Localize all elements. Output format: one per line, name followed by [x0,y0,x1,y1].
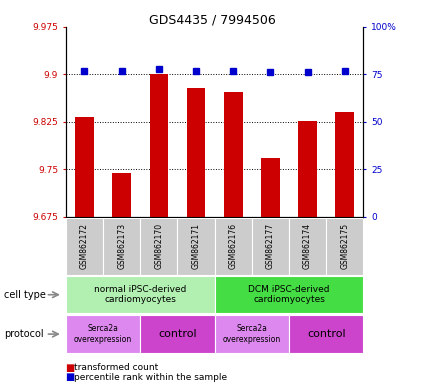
Bar [335,113,354,217]
Text: Serca2a
overexpression: Serca2a overexpression [74,324,132,344]
Bar [289,218,326,275]
Text: GSM862170: GSM862170 [154,223,163,269]
Text: normal iPSC-derived
cardiomyocytes: normal iPSC-derived cardiomyocytes [94,285,187,305]
Bar [215,315,289,353]
Bar [326,218,363,275]
Text: protocol: protocol [4,329,44,339]
Text: transformed count: transformed count [74,363,159,372]
Text: Serca2a
overexpression: Serca2a overexpression [223,324,281,344]
Text: GSM862176: GSM862176 [229,223,238,269]
Bar [103,218,140,275]
Bar [66,315,140,353]
Bar [289,315,363,353]
Bar [178,218,215,275]
Text: GDS4435 / 7994506: GDS4435 / 7994506 [149,13,276,26]
Text: GSM862175: GSM862175 [340,223,349,269]
Bar [150,74,168,217]
Text: percentile rank within the sample: percentile rank within the sample [74,372,227,382]
Bar [224,91,243,217]
Text: DCM iPSC-derived
cardiomyocytes: DCM iPSC-derived cardiomyocytes [248,285,330,305]
Bar [187,88,205,217]
Text: GSM862177: GSM862177 [266,223,275,269]
Text: GSM862171: GSM862171 [192,223,201,269]
Text: control: control [307,329,346,339]
Text: ■: ■ [66,363,78,373]
Text: control: control [158,329,197,339]
Bar [66,218,103,275]
Bar [112,172,131,217]
Bar [298,121,317,217]
Text: cell type: cell type [4,290,46,300]
Bar [215,218,252,275]
Bar [252,218,289,275]
Bar [66,276,215,313]
Bar [75,117,94,217]
Bar [140,315,215,353]
Text: GSM862172: GSM862172 [80,223,89,269]
Bar [261,158,280,217]
Bar [215,276,363,313]
Text: GSM862173: GSM862173 [117,223,126,269]
Bar [140,218,178,275]
Text: GSM862174: GSM862174 [303,223,312,269]
Text: ■: ■ [66,372,78,382]
